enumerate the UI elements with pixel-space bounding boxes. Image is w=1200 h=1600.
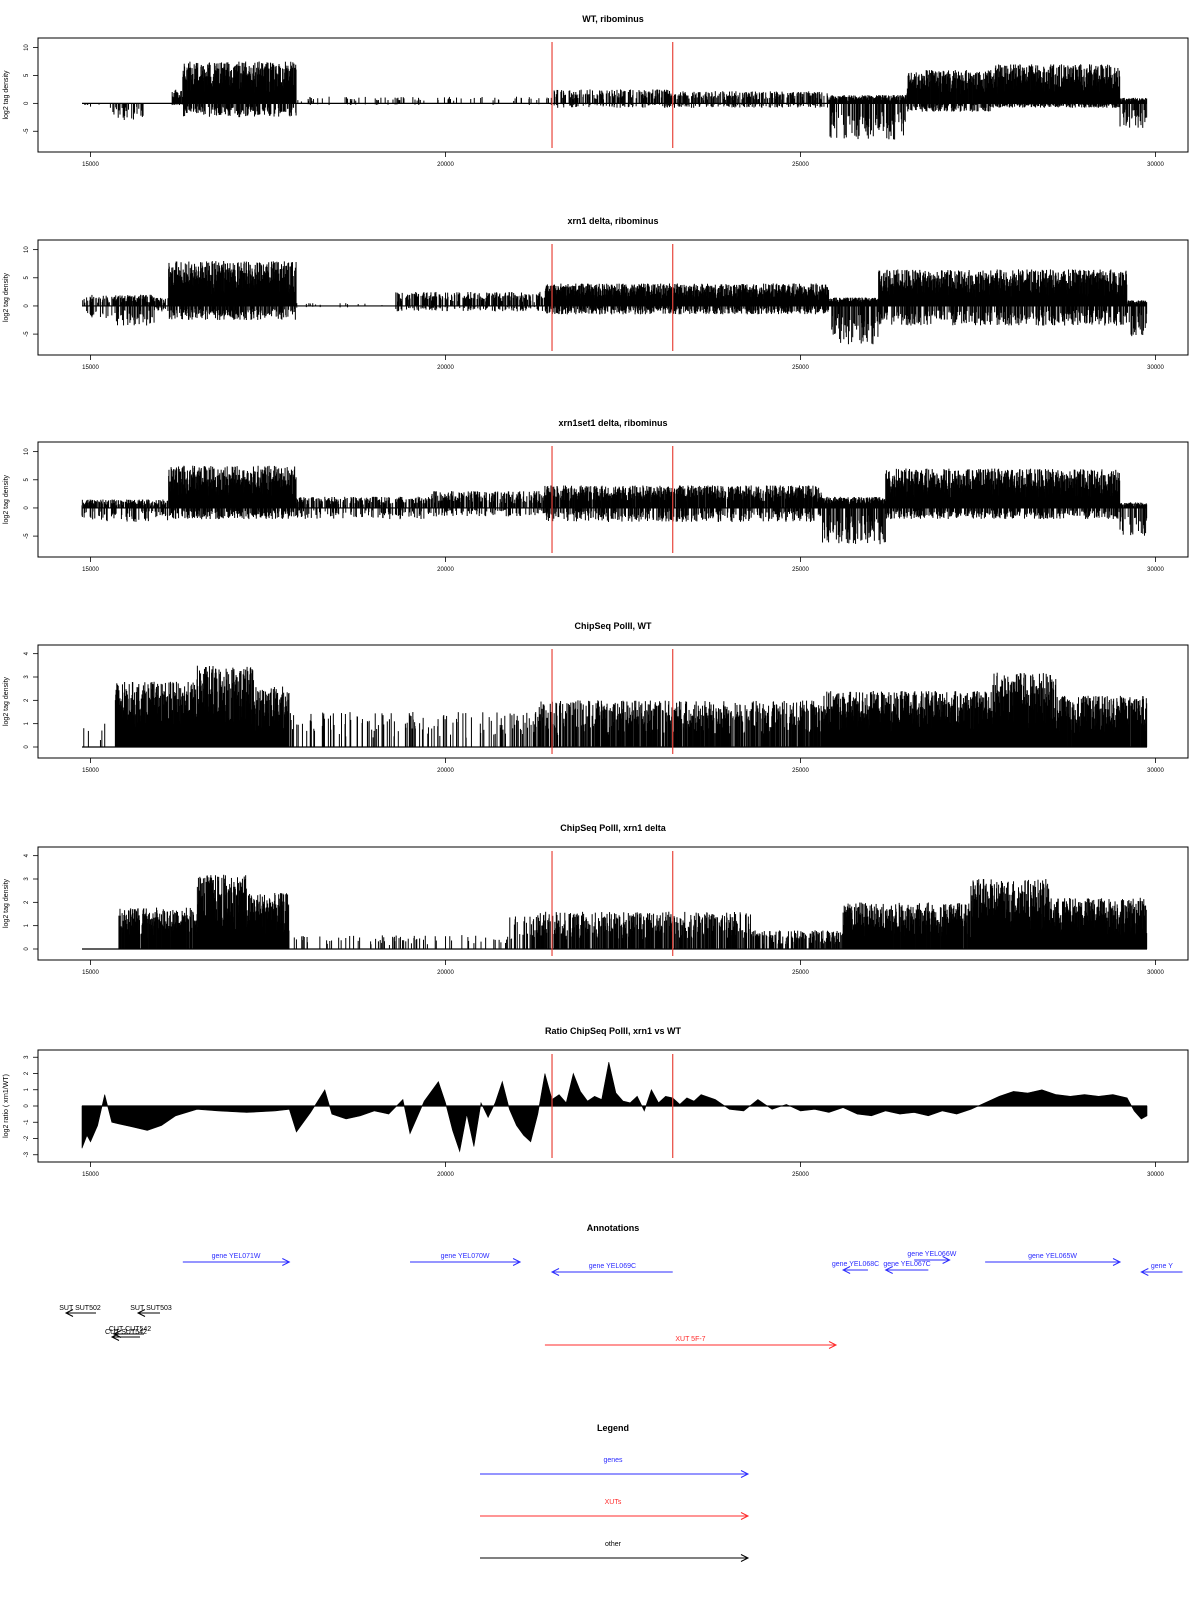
panel-2: xrn1 delta, ribominus log2 tag density -5 0… bbox=[3, 216, 1189, 371]
x-tick-label: 25000 bbox=[792, 162, 809, 168]
data-series bbox=[82, 260, 1148, 345]
y-axis-label: log2 tag density bbox=[3, 70, 10, 120]
y-tick-label: 0 bbox=[24, 101, 30, 105]
y-tick-label: 10 bbox=[24, 246, 30, 253]
plot-frame bbox=[37, 37, 1189, 153]
x-tick-label: 15000 bbox=[82, 162, 99, 168]
x-tick-label: 25000 bbox=[792, 365, 809, 371]
y-tick-label: 10 bbox=[24, 44, 30, 51]
x-tick-label: 30000 bbox=[1147, 162, 1164, 168]
panel-1: WT, ribominus log2 tag density -5 0 5 10 15000… bbox=[3, 14, 1189, 168]
x-tick-label: 30000 bbox=[1147, 365, 1164, 371]
data-series bbox=[84, 61, 1148, 140]
panel-title: xrn1 delta, ribominus bbox=[567, 216, 658, 226]
x-tick-label: 15000 bbox=[82, 365, 99, 371]
y-tick-label: 0 bbox=[24, 304, 30, 308]
plot-frame bbox=[37, 239, 1189, 356]
y-tick-label: -5 bbox=[24, 331, 30, 337]
y-axis-label: log2 tag density bbox=[3, 272, 10, 322]
x-tick-label: 20000 bbox=[437, 162, 454, 168]
x-tick-label: 20000 bbox=[437, 365, 454, 371]
y-tick-label: 5 bbox=[24, 73, 30, 77]
panel-title: WT, ribominus bbox=[582, 14, 644, 24]
y-tick-label: -5 bbox=[24, 128, 30, 134]
y-tick-label: 5 bbox=[24, 275, 30, 279]
